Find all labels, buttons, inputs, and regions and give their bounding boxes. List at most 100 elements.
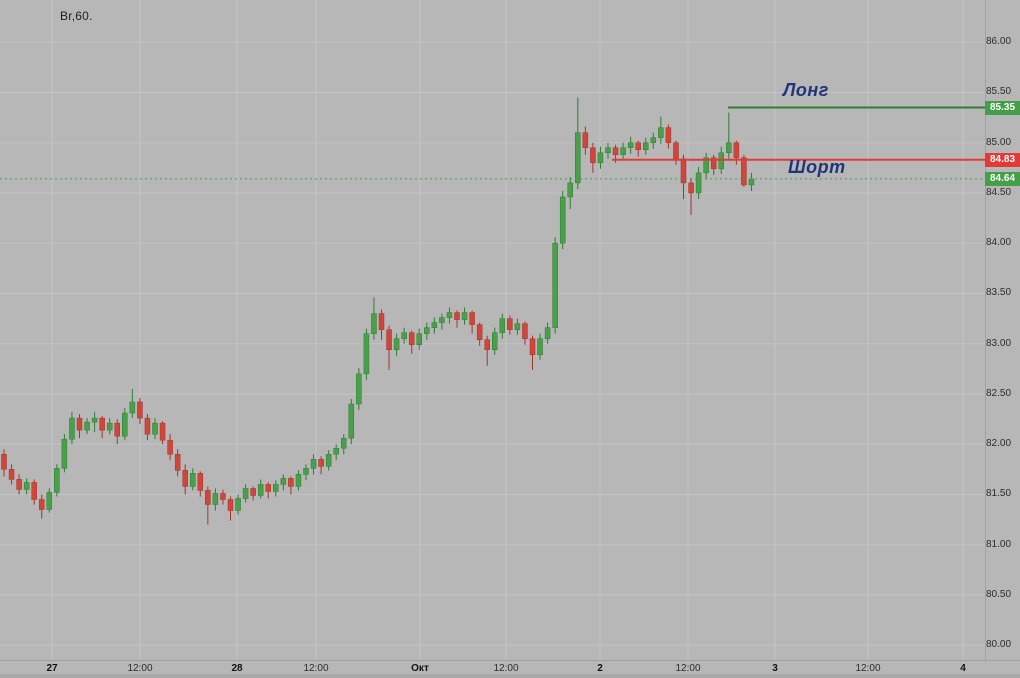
candle-body [8, 469, 15, 480]
candle-body [439, 317, 445, 323]
candle-body [144, 417, 151, 435]
candle-body [106, 422, 113, 431]
short-line-label[interactable]: Шорт [788, 157, 846, 177]
candle-body [499, 318, 506, 333]
candle-body [484, 339, 490, 350]
candle-body [1, 454, 7, 470]
candle-body [688, 182, 694, 194]
time-axis-label: 27 [46, 663, 58, 674]
candle-body [220, 493, 226, 500]
candle-body [348, 403, 355, 439]
candle-body [137, 401, 143, 419]
candle-body [212, 493, 219, 505]
candle-body [695, 172, 702, 194]
candle-body [507, 318, 513, 330]
candle-body [658, 127, 664, 138]
candle-body [620, 147, 626, 156]
candle-body [99, 417, 105, 431]
candle-body [363, 333, 370, 375]
candle-body [529, 338, 536, 356]
candle-body [537, 338, 543, 356]
candle-body [182, 470, 188, 487]
candle-body [273, 484, 279, 492]
candle-body [295, 474, 302, 487]
symbol-timeframe-label: Br,60. [60, 9, 93, 23]
candle-body [559, 196, 566, 244]
candle-body [492, 332, 498, 350]
price-axis-label: 80.00 [986, 639, 1012, 651]
candle-body [635, 142, 641, 150]
candle-body [69, 417, 75, 440]
time-axis-label: 4 [960, 663, 966, 674]
candle-body [710, 157, 717, 170]
candle-body [235, 498, 241, 511]
candle-body [544, 327, 551, 339]
candle-body [265, 484, 271, 492]
candle-body [46, 492, 53, 510]
price-axis-label: 81.00 [986, 538, 1012, 550]
candle-body [605, 147, 611, 154]
candle-body [590, 147, 596, 164]
candle-body [673, 142, 679, 160]
candle-body [114, 422, 120, 437]
time-axis-label: 12:00 [493, 663, 519, 674]
candle-body [597, 152, 604, 164]
time-axis-label: 12:00 [303, 663, 329, 674]
candle-body [378, 313, 385, 330]
time-axis-label: 28 [231, 663, 243, 674]
candle-body [159, 422, 166, 441]
candle-body [680, 158, 687, 184]
time-axis-label: 12:00 [675, 663, 701, 674]
candle-body [39, 499, 45, 510]
time-axis-label: 2 [597, 663, 603, 674]
candle-body [643, 142, 649, 150]
time-axis-separator [0, 660, 1020, 661]
price-axis-label: 82.50 [986, 387, 1012, 399]
candle-body [84, 421, 90, 431]
candle-body [582, 132, 589, 148]
candle-body [431, 322, 438, 328]
candle-body [205, 490, 211, 505]
candle-body [514, 323, 521, 330]
candle-body [718, 152, 724, 170]
price-axis-label: 84.00 [986, 237, 1012, 249]
candle-body [257, 484, 264, 496]
candle-body [393, 338, 400, 350]
candle-body [612, 147, 619, 156]
price-axis-separator [985, 0, 986, 660]
candle-body [650, 137, 657, 143]
candle-body [54, 468, 60, 493]
candle-body [424, 327, 430, 334]
candle-body [386, 329, 392, 350]
candle-body [190, 473, 196, 487]
short-price-tag: 84.83 [985, 152, 1020, 167]
candle-body [469, 312, 475, 325]
candle-body [522, 323, 528, 339]
candle-body [627, 142, 634, 148]
candle-body [167, 439, 173, 455]
candle-body [280, 478, 287, 485]
long-line-label[interactable]: Лонг [783, 80, 829, 100]
candle-body [401, 332, 407, 339]
candle-body [748, 178, 755, 186]
price-axis-label: 84.50 [986, 186, 1012, 198]
candle-body [61, 438, 68, 469]
candle-body [371, 313, 377, 334]
candle-body [242, 488, 249, 499]
candle-body [333, 447, 339, 455]
candle-body [733, 142, 740, 159]
candle-body [288, 478, 294, 487]
candle-body [310, 459, 317, 469]
price-axis-label: 81.50 [986, 488, 1012, 500]
candle-body [152, 422, 158, 435]
candle-body [197, 473, 204, 491]
long-price-tag: 85.35 [985, 100, 1020, 115]
candle-body [575, 132, 581, 184]
time-axis-label: Окт [411, 663, 429, 674]
candle-body [665, 127, 672, 143]
price-axis-label: 85.00 [986, 136, 1012, 148]
current-price-tag: 84.64 [985, 171, 1020, 186]
candle-body [122, 412, 128, 437]
